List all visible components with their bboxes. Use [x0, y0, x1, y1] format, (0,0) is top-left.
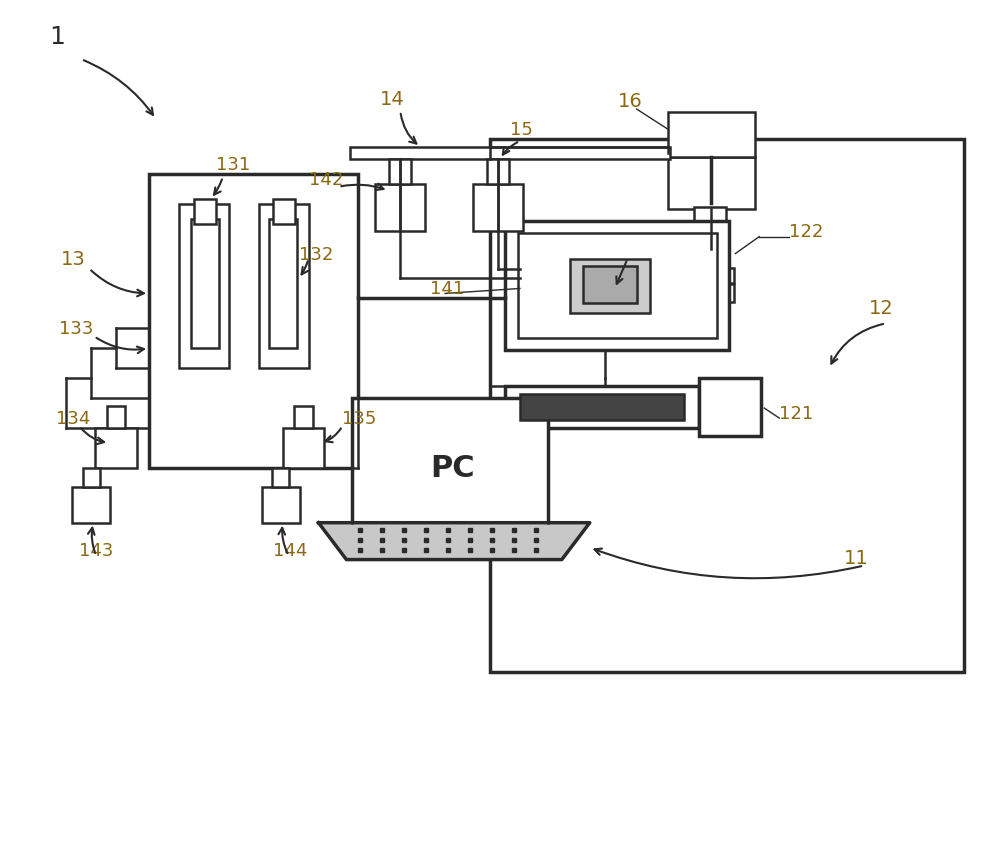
Text: 11: 11: [844, 548, 869, 567]
Bar: [350, 147, 670, 159]
Bar: [72, 487, 110, 523]
Text: 142: 142: [309, 171, 343, 189]
Bar: [259, 203, 309, 368]
Text: 16: 16: [618, 92, 642, 111]
Bar: [668, 112, 755, 157]
Bar: [273, 199, 295, 224]
Text: 132: 132: [299, 245, 333, 263]
Bar: [83, 468, 100, 487]
Text: 143: 143: [79, 541, 114, 559]
Bar: [487, 159, 509, 184]
Bar: [283, 427, 324, 468]
Bar: [490, 139, 964, 672]
Bar: [194, 199, 216, 224]
Bar: [640, 268, 734, 283]
Text: 134: 134: [56, 410, 91, 428]
Text: 121: 121: [779, 405, 813, 423]
Bar: [179, 203, 229, 368]
Bar: [294, 406, 313, 427]
Bar: [640, 285, 734, 302]
Bar: [262, 487, 300, 523]
Bar: [699, 378, 761, 436]
Bar: [473, 184, 523, 231]
Bar: [694, 207, 726, 269]
Text: PC: PC: [430, 454, 475, 483]
Text: 1: 1: [49, 25, 65, 49]
Bar: [570, 258, 650, 313]
Polygon shape: [319, 523, 590, 559]
Text: 131: 131: [216, 156, 250, 174]
Bar: [389, 159, 411, 184]
Bar: [505, 386, 699, 428]
Text: 15: 15: [510, 121, 533, 139]
Text: 133: 133: [59, 320, 94, 338]
Text: 135: 135: [342, 410, 377, 428]
Text: 122: 122: [789, 222, 824, 240]
Bar: [375, 184, 425, 231]
Bar: [272, 468, 289, 487]
Text: 144: 144: [273, 541, 307, 559]
Bar: [668, 157, 755, 208]
Text: 14: 14: [380, 90, 405, 109]
Bar: [107, 406, 125, 427]
Bar: [520, 394, 684, 420]
Text: 141: 141: [430, 281, 464, 299]
Bar: [583, 265, 637, 304]
Bar: [149, 174, 358, 468]
Bar: [352, 398, 548, 523]
Text: 12: 12: [869, 299, 894, 318]
Bar: [191, 219, 219, 348]
Bar: [95, 427, 137, 468]
Text: 13: 13: [61, 250, 86, 269]
Bar: [505, 221, 729, 350]
Bar: [269, 219, 297, 348]
Bar: [520, 394, 684, 420]
Bar: [518, 233, 717, 338]
